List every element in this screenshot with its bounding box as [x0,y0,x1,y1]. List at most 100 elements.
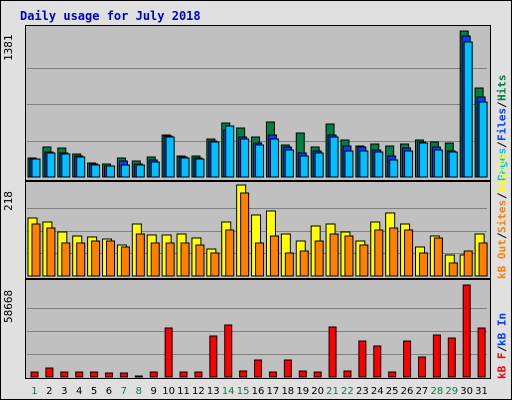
pages-bar [31,158,41,178]
kb-bar [45,367,54,378]
day-label: 30 [460,386,473,397]
pages-bar [91,164,101,178]
pages-bar [225,125,235,178]
kb-bar [90,371,99,378]
kb-bar [313,371,322,378]
sites-bar [76,242,86,277]
day-label: 19 [296,386,309,397]
kb-bar [164,327,173,378]
sites-bar [418,252,428,277]
pages-bar [46,152,56,178]
sites-bar [150,242,160,277]
sites-bar [210,252,220,277]
kb-bar [358,340,367,378]
pages-bar [269,138,279,178]
day-label: 1 [31,386,37,397]
kb-bar [239,370,248,378]
sites-bar [314,240,324,277]
sites-bar [344,235,354,277]
kb-bar [134,375,143,378]
pages-bar [180,157,190,178]
pages-bar [374,151,384,178]
sites-bar [120,246,130,277]
kb-bar [179,371,188,378]
day-label: 23 [356,386,369,397]
kb-bar [149,371,158,378]
pages-bar [463,41,473,178]
kb-bar [403,340,412,378]
pages-bar [150,161,160,178]
day-label: 18 [281,386,294,397]
pages-bar [240,138,250,178]
day-label: 20 [311,386,324,397]
pages-bar [478,101,488,178]
pages-bar [76,156,86,178]
kb-bar [268,371,277,378]
sites-bar [359,244,369,277]
pages-bar [255,144,265,178]
day-label: 17 [267,386,280,397]
day-label: 21 [326,386,339,397]
pages-bar [165,136,175,178]
day-label: 12 [192,386,205,397]
kb-bar [447,337,456,378]
pages-bar [433,149,443,178]
day-label: 26 [401,386,414,397]
kb-bar [432,334,441,378]
pages-bar [448,151,458,178]
sites-bar [135,233,145,277]
sites-bar [463,250,473,277]
day-label: 28 [430,386,443,397]
kb-bar [283,359,292,378]
pages-bar [284,149,294,178]
kb-bar [75,371,84,378]
sites-bar [225,229,235,277]
sites-bar [374,229,384,277]
sites-bar [61,242,71,277]
pages-bar [404,150,414,178]
sites-bar [165,242,175,277]
sites-bar [91,240,101,277]
sites-bar [195,244,205,277]
day-label: 24 [371,386,384,397]
kb-bar [224,324,233,378]
kb-bar [298,370,307,378]
day-label: 9 [150,386,156,397]
sites-bar [240,192,250,277]
kb-bar [209,335,218,378]
pages-bar [135,164,145,178]
sites-bar [433,237,443,277]
pages-bar [359,150,369,178]
kb-bar [462,284,471,378]
pages-bar [329,136,339,178]
pages-bar [344,150,354,178]
kb-bar [119,372,128,378]
kb-bar [194,371,203,378]
day-label: 4 [76,386,82,397]
pages-bar [389,159,399,178]
kb-bar [60,371,69,378]
day-label: 11 [177,386,190,397]
kb-bar [388,371,397,378]
day-label: 25 [386,386,399,397]
kb-bar [328,326,337,378]
kb-bar [417,356,426,378]
kb-bar [477,327,486,378]
pages-bar [106,165,116,178]
day-label: 16 [252,386,265,397]
sites-bar [389,227,399,277]
day-label: 5 [91,386,97,397]
sites-bar [299,250,309,277]
sites-bar [329,233,339,277]
pages-bar [418,142,428,178]
day-label: 29 [445,386,458,397]
day-label: 2 [46,386,52,397]
sites-bar [269,235,279,277]
day-label: 22 [341,386,354,397]
kb-bar [373,345,382,378]
pages-bar [120,164,130,178]
kb-bar [105,372,114,378]
pages-bar [61,153,71,178]
